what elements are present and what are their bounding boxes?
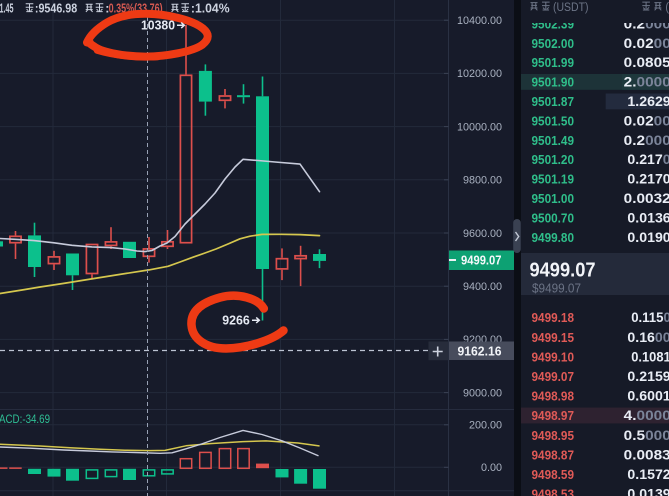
svg-text:9400.00: 9400.00 (463, 281, 502, 293)
svg-text:9499.07: 9499.07 (532, 369, 575, 384)
svg-text:9501.20: 9501.20 (532, 152, 575, 167)
svg-text::: : (105, 1, 109, 15)
svg-text:9499.15: 9499.15 (532, 330, 575, 345)
svg-text:(USDT): (USDT) (553, 2, 589, 14)
svg-text:200.00: 200.00 (469, 420, 502, 432)
svg-text:10380: 10380 (141, 18, 175, 32)
svg-text::1.04%: :1.04% (191, 1, 230, 15)
svg-text:9501.50: 9501.50 (532, 113, 575, 128)
svg-text:0.00: 0.00 (481, 462, 502, 474)
svg-text:2.0000: 2. 0000 (624, 75, 669, 90)
svg-text:9499.80: 9499.80 (532, 230, 575, 245)
svg-text:9499.07: 9499.07 (530, 260, 596, 282)
svg-text:9499.18: 9499.18 (532, 310, 575, 325)
svg-text:0.0136: 0.0136 (627, 210, 669, 225)
svg-text:9501.99: 9501.99 (532, 55, 575, 70)
svg-text:9498.59: 9498.59 (532, 467, 575, 482)
svg-text:9498.53: 9498.53 (532, 487, 575, 496)
svg-text:0.2159: 0.2159 (627, 369, 669, 384)
svg-text:4.0000: 4. 0000 (624, 408, 669, 423)
svg-text:9501.49: 9501.49 (532, 133, 575, 148)
svg-text:0.0190: 0.0190 (627, 230, 669, 245)
svg-text:9501.19: 9501.19 (532, 172, 575, 187)
svg-text:10400.00: 10400.00 (457, 15, 502, 27)
svg-text::9546.98: :9546.98 (35, 1, 77, 15)
svg-text:0.2170: 0.2170 (627, 152, 669, 167)
svg-text:0.0200: 0.02 00 (624, 113, 669, 128)
svg-text:9499.10: 9499.10 (532, 349, 575, 364)
svg-text:9501.87: 9501.87 (532, 94, 575, 109)
svg-text:0.0805: 0.0805 (624, 55, 669, 70)
svg-text:0.6001: 0.6001 (627, 389, 669, 404)
svg-text:0.1600: 0.1600 (627, 330, 669, 345)
svg-text:9800.00: 9800.00 (463, 175, 502, 187)
svg-text:0.1081: 0.1081 (631, 349, 669, 364)
svg-text:9500.70: 9500.70 (532, 210, 575, 225)
svg-text:(: ( (665, 2, 669, 14)
svg-text:0.1572: 0.1572 (627, 467, 669, 482)
svg-text:9162.16: 9162.16 (458, 343, 502, 358)
svg-text:10200.00: 10200.00 (457, 68, 502, 80)
svg-text:1.45: 1.45 (0, 1, 14, 15)
svg-text:9502.00: 9502.00 (532, 36, 575, 51)
svg-text:0.0032: 0.0032 (624, 191, 669, 206)
svg-text:9501.90: 9501.90 (532, 75, 575, 90)
svg-text:9498.87: 9498.87 (532, 447, 575, 462)
svg-text:9498.98: 9498.98 (532, 389, 575, 404)
svg-text:9266: 9266 (222, 314, 250, 328)
svg-text:0.0200: 0.02 00 (624, 36, 669, 51)
svg-text:0.0083: 0.0083 (624, 447, 669, 462)
svg-text:0.1150: 0.1150 (631, 310, 669, 325)
svg-text:9498.97: 9498.97 (532, 408, 575, 423)
svg-text:9600.00: 9600.00 (463, 228, 502, 240)
svg-text:10000.00: 10000.00 (457, 121, 502, 133)
svg-text:0.2170: 0.2170 (627, 172, 669, 187)
svg-text:9498.95: 9498.95 (532, 428, 575, 443)
svg-text:9000.00: 9000.00 (463, 387, 502, 399)
svg-text:1.2629: 1.2629 (627, 94, 669, 109)
svg-text:ACD:-34.69: ACD:-34.69 (0, 414, 50, 426)
svg-text:9501.00: 9501.00 (532, 191, 575, 206)
svg-text:0.0139: 0.0139 (627, 487, 669, 496)
svg-text:9499.07: 9499.07 (461, 253, 502, 268)
svg-text:$9499.07: $9499.07 (532, 282, 581, 296)
